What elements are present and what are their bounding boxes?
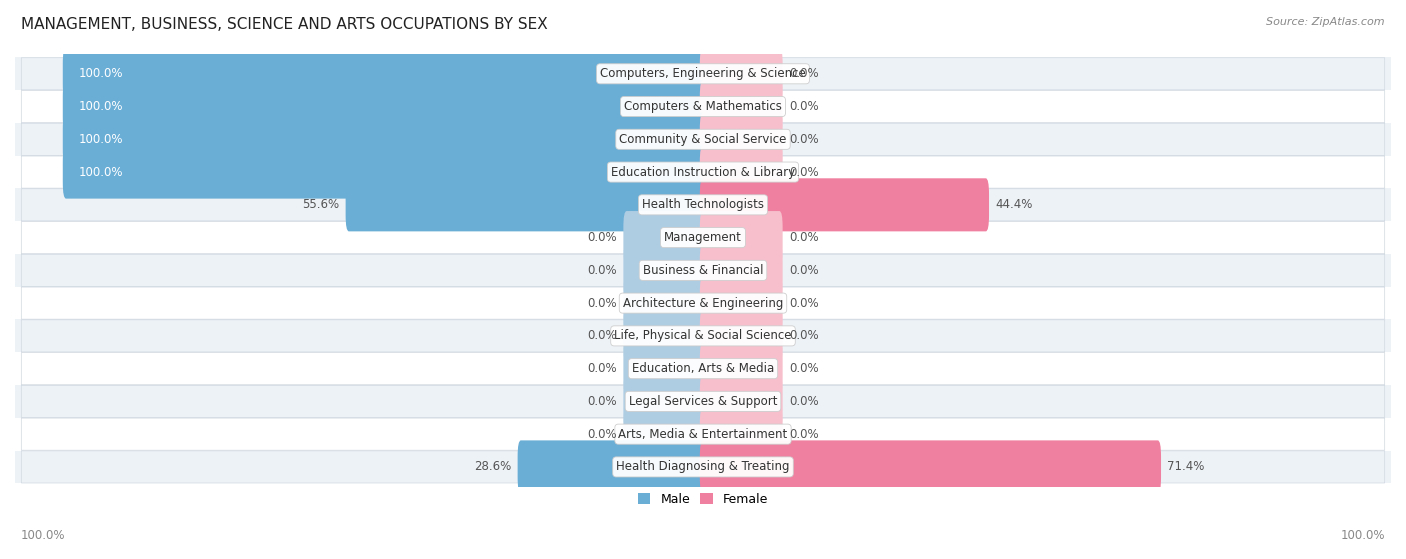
Text: MANAGEMENT, BUSINESS, SCIENCE AND ARTS OCCUPATIONS BY SEX: MANAGEMENT, BUSINESS, SCIENCE AND ARTS O… [21, 17, 548, 32]
Bar [15, 221, 1391, 254]
Bar [15, 58, 1391, 90]
Bar [15, 418, 1391, 451]
Bar [15, 287, 1391, 320]
Text: 0.0%: 0.0% [789, 329, 818, 342]
Text: 0.0%: 0.0% [588, 395, 617, 408]
Text: 0.0%: 0.0% [789, 165, 818, 178]
Text: 0.0%: 0.0% [789, 362, 818, 375]
FancyBboxPatch shape [623, 309, 706, 362]
Text: Arts, Media & Entertainment: Arts, Media & Entertainment [619, 428, 787, 440]
Text: 44.4%: 44.4% [995, 198, 1033, 211]
Text: 0.0%: 0.0% [789, 297, 818, 310]
Text: 0.0%: 0.0% [789, 100, 818, 113]
Text: 0.0%: 0.0% [588, 264, 617, 277]
Text: Education Instruction & Library: Education Instruction & Library [612, 165, 794, 178]
Text: 100.0%: 100.0% [79, 133, 124, 146]
FancyBboxPatch shape [623, 244, 706, 297]
FancyBboxPatch shape [623, 211, 706, 264]
Text: Education, Arts & Media: Education, Arts & Media [631, 362, 775, 375]
Text: 28.6%: 28.6% [474, 461, 512, 473]
Text: 0.0%: 0.0% [789, 395, 818, 408]
Text: 100.0%: 100.0% [1340, 529, 1385, 542]
FancyBboxPatch shape [700, 277, 783, 330]
Text: 100.0%: 100.0% [79, 100, 124, 113]
Text: 0.0%: 0.0% [588, 231, 617, 244]
FancyBboxPatch shape [700, 178, 988, 231]
FancyBboxPatch shape [700, 48, 783, 100]
FancyBboxPatch shape [346, 178, 706, 231]
FancyBboxPatch shape [623, 342, 706, 395]
FancyBboxPatch shape [700, 113, 783, 166]
Bar [15, 254, 1391, 287]
Bar [15, 90, 1391, 123]
Text: Health Technologists: Health Technologists [643, 198, 763, 211]
FancyBboxPatch shape [700, 375, 783, 428]
Bar [15, 385, 1391, 418]
FancyBboxPatch shape [623, 375, 706, 428]
FancyBboxPatch shape [700, 244, 783, 297]
FancyBboxPatch shape [700, 408, 783, 461]
Text: Management: Management [664, 231, 742, 244]
Text: 100.0%: 100.0% [79, 67, 124, 80]
Text: 71.4%: 71.4% [1167, 461, 1205, 473]
Bar [15, 156, 1391, 188]
Bar [15, 451, 1391, 484]
Text: 0.0%: 0.0% [789, 428, 818, 440]
Text: Community & Social Service: Community & Social Service [619, 133, 787, 146]
Text: Business & Financial: Business & Financial [643, 264, 763, 277]
Text: Health Diagnosing & Treating: Health Diagnosing & Treating [616, 461, 790, 473]
FancyBboxPatch shape [700, 342, 783, 395]
FancyBboxPatch shape [700, 309, 783, 362]
FancyBboxPatch shape [623, 408, 706, 461]
Bar [15, 123, 1391, 156]
FancyBboxPatch shape [700, 440, 1161, 494]
FancyBboxPatch shape [63, 145, 706, 198]
FancyBboxPatch shape [63, 48, 706, 100]
Text: Computers & Mathematics: Computers & Mathematics [624, 100, 782, 113]
Text: Source: ZipAtlas.com: Source: ZipAtlas.com [1267, 17, 1385, 27]
Bar [15, 188, 1391, 221]
Text: 55.6%: 55.6% [302, 198, 339, 211]
Text: 0.0%: 0.0% [789, 133, 818, 146]
FancyBboxPatch shape [63, 113, 706, 166]
FancyBboxPatch shape [517, 440, 706, 494]
Bar [15, 352, 1391, 385]
Text: 100.0%: 100.0% [21, 529, 66, 542]
Bar [15, 320, 1391, 352]
Text: Legal Services & Support: Legal Services & Support [628, 395, 778, 408]
Text: 0.0%: 0.0% [588, 362, 617, 375]
FancyBboxPatch shape [700, 211, 783, 264]
Text: 0.0%: 0.0% [789, 231, 818, 244]
Text: 0.0%: 0.0% [588, 329, 617, 342]
FancyBboxPatch shape [623, 277, 706, 330]
Text: Computers, Engineering & Science: Computers, Engineering & Science [600, 67, 806, 80]
Text: 0.0%: 0.0% [588, 297, 617, 310]
Text: Life, Physical & Social Science: Life, Physical & Social Science [614, 329, 792, 342]
Text: Architecture & Engineering: Architecture & Engineering [623, 297, 783, 310]
FancyBboxPatch shape [700, 145, 783, 198]
FancyBboxPatch shape [700, 80, 783, 133]
Text: 0.0%: 0.0% [789, 264, 818, 277]
FancyBboxPatch shape [63, 80, 706, 133]
Text: 0.0%: 0.0% [588, 428, 617, 440]
Text: 100.0%: 100.0% [79, 165, 124, 178]
Text: 0.0%: 0.0% [789, 67, 818, 80]
Legend: Male, Female: Male, Female [633, 487, 773, 510]
